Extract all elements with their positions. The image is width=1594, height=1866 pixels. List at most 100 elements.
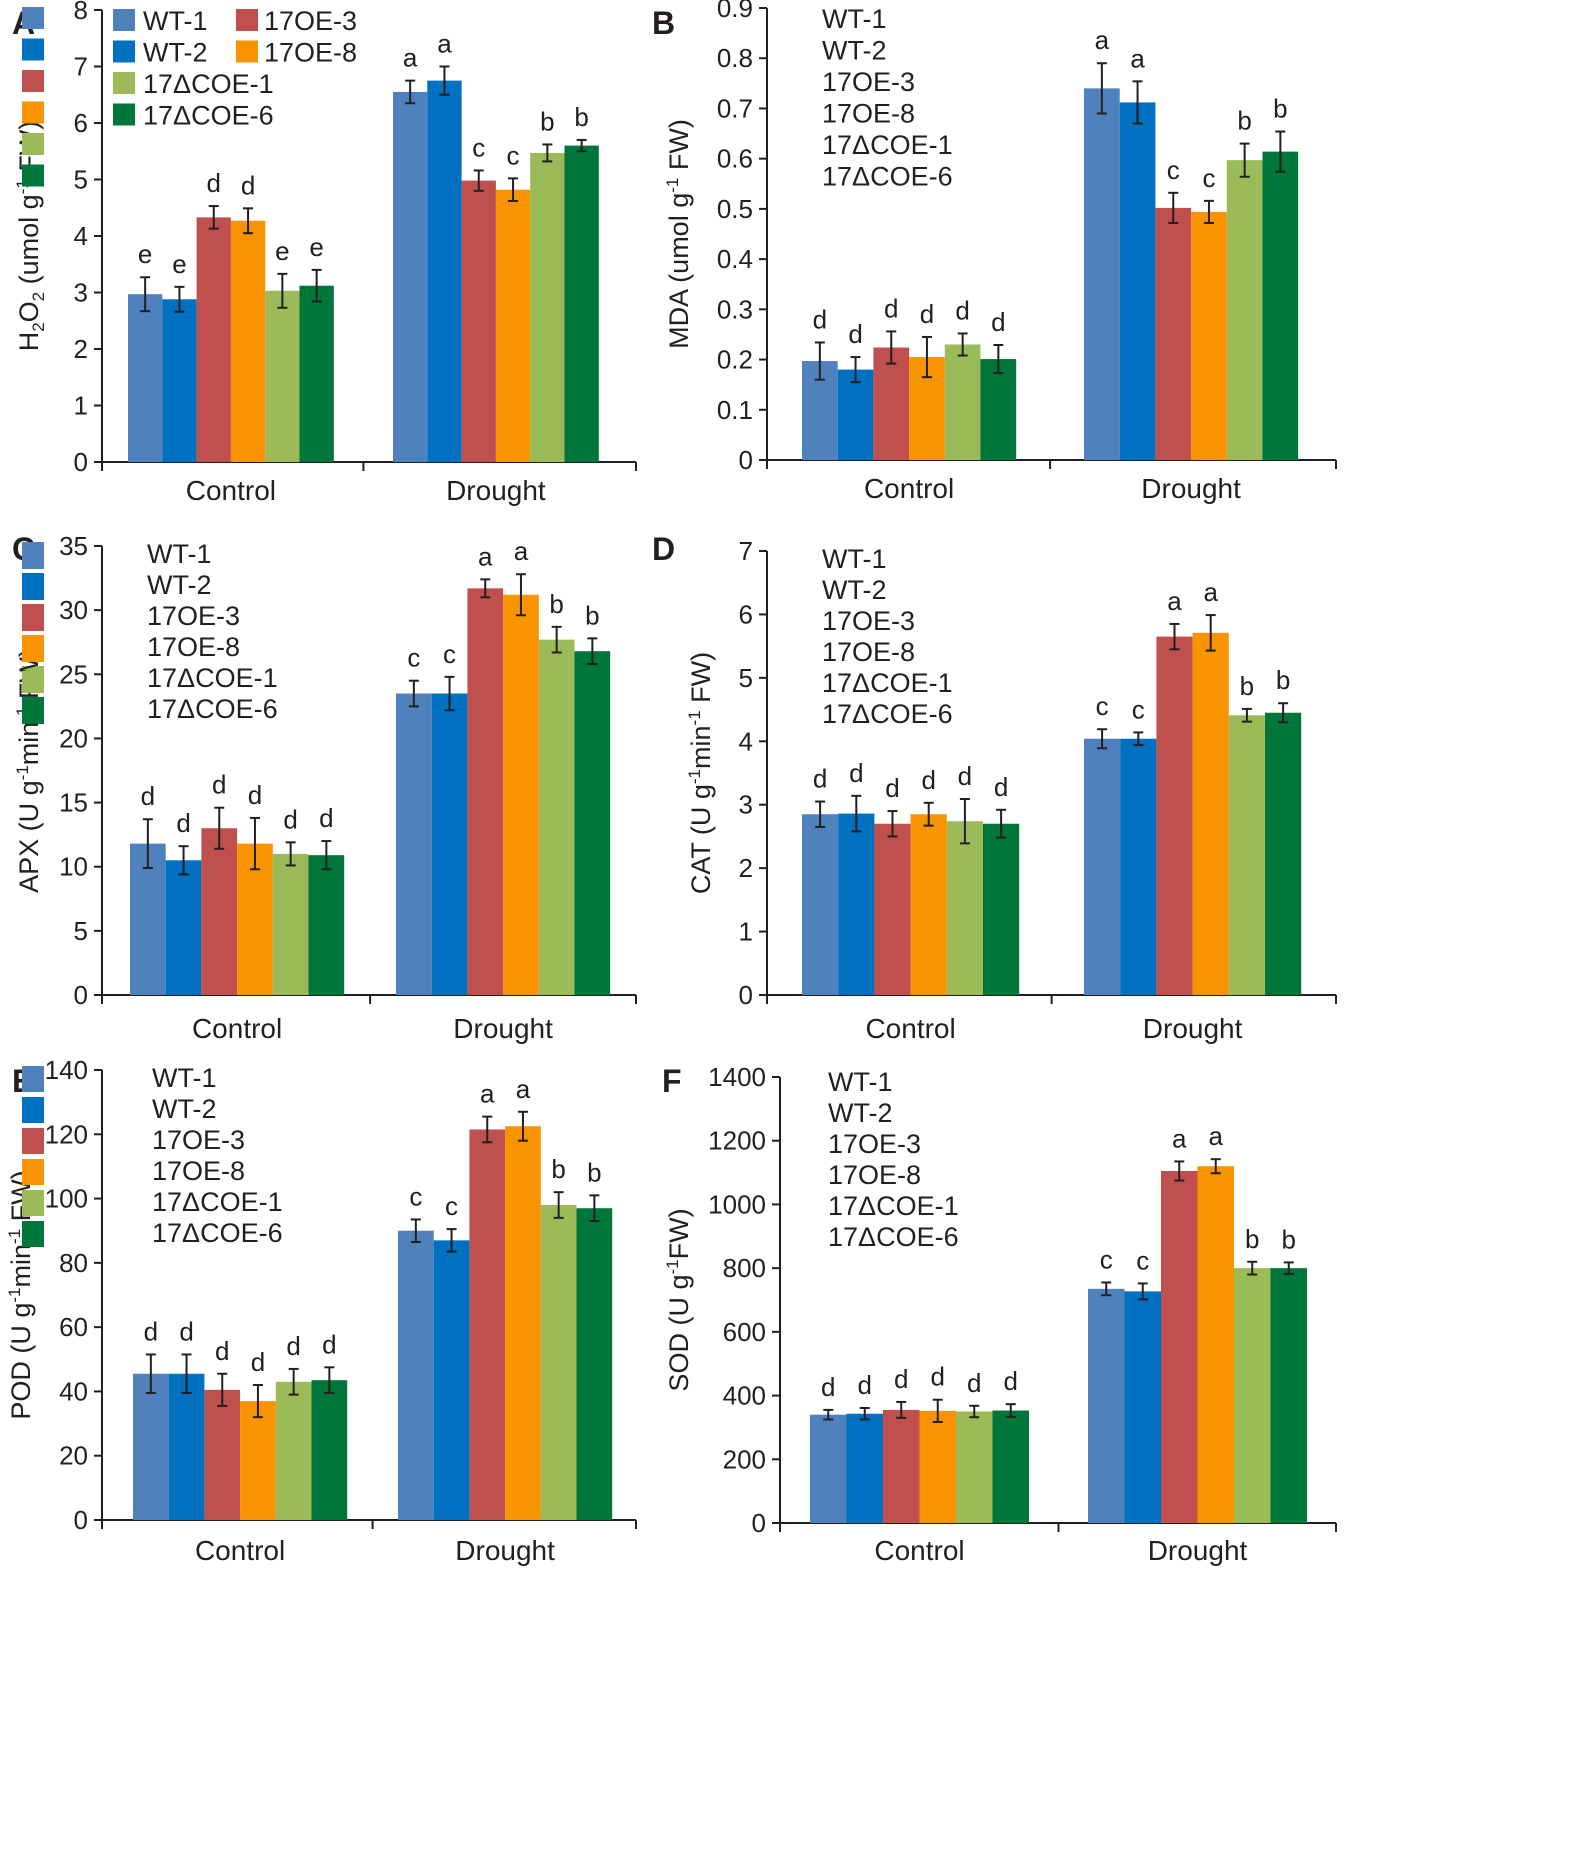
- y-tick-label: 2: [74, 334, 88, 364]
- legend-label-17deltacoe-6: 17ΔCOE-6: [143, 101, 274, 131]
- bar-wt-2-control: [162, 299, 197, 462]
- y-axis-title: H2O2 (umol g-1 FW): [13, 121, 48, 352]
- significance-letter: d: [215, 1336, 229, 1366]
- y-tick-label: 25: [59, 659, 88, 689]
- significance-letter: c: [409, 1181, 422, 1211]
- bar-17oe-3-drought: [461, 180, 496, 462]
- legend-swatch-wt-2: [113, 40, 135, 63]
- bar-17oe-3-drought: [467, 588, 504, 995]
- significance-letter: b: [574, 102, 588, 132]
- y-tick-label: 0: [74, 447, 88, 477]
- y-axis-title: CAT (U g-1min-1 FW): [685, 652, 716, 894]
- category-label-drought: Drought: [1148, 1535, 1248, 1566]
- legend-label-17deltacoe-6: 17ΔCOE-6: [152, 1218, 283, 1248]
- significance-letter: d: [251, 1347, 265, 1377]
- significance-letter: b: [585, 600, 599, 630]
- legend-swatch-wt-1: [22, 547, 44, 569]
- legend-label-17oe-3: 17OE-3: [264, 6, 357, 36]
- significance-letter: c: [1136, 1245, 1149, 1275]
- legend-label-17oe-8: 17OE-8: [152, 1156, 245, 1186]
- y-tick-label: 0.3: [717, 294, 753, 324]
- y-tick-label: 80: [59, 1248, 88, 1278]
- y-tick-label: 100: [45, 1184, 88, 1214]
- bar-17oe-3-control: [204, 1389, 241, 1520]
- significance-letter: d: [884, 293, 898, 323]
- y-tick-label: 0: [74, 1505, 88, 1535]
- y-tick-label: 40: [59, 1376, 88, 1406]
- legend-swatch-wt-2: [22, 578, 44, 600]
- legend-swatch-wt-2: [22, 1101, 44, 1123]
- significance-letter: c: [443, 639, 456, 669]
- y-tick-label: 0: [74, 980, 88, 1010]
- bar-17oe-8-control: [240, 1401, 276, 1520]
- category-label-control: Control: [864, 473, 954, 504]
- legend-label-17deltacoe-6: 17ΔCOE-6: [828, 1222, 959, 1252]
- bar-17deltacoe-1-drought: [1226, 160, 1263, 460]
- significance-letter: d: [212, 770, 226, 800]
- significance-letter: d: [283, 804, 297, 834]
- bar-17oe-8-control: [910, 814, 947, 995]
- bar-17deltacoe-1-control: [265, 290, 300, 462]
- significance-letter: b: [549, 589, 563, 619]
- legend-swatch-wt-2: [22, 38, 44, 61]
- bar-wt-2-drought: [433, 1240, 470, 1520]
- legend-swatch-17oe-3: [22, 609, 44, 631]
- legend-swatch-17deltacoe-6: [22, 702, 44, 724]
- legend-label-wt-1: WT-1: [147, 539, 212, 569]
- legend-label-17deltacoe-1: 17ΔCOE-1: [152, 1187, 283, 1217]
- significance-letter: a: [1167, 586, 1182, 616]
- legend-label-wt-1: WT-1: [143, 6, 208, 36]
- bar-17oe-8-control: [230, 220, 266, 462]
- y-tick-label: 0.7: [717, 93, 753, 123]
- significance-letter: d: [248, 780, 262, 810]
- y-tick-label: 8: [74, 0, 88, 25]
- y-tick-label: 35: [59, 531, 88, 561]
- legend-label-17oe-8: 17OE-8: [822, 637, 915, 667]
- significance-letter: c: [1096, 691, 1109, 721]
- y-tick-label: 5: [74, 165, 88, 195]
- bar-17oe-8-drought: [1197, 1166, 1234, 1523]
- bar-wt-1-drought: [396, 693, 432, 995]
- legend-swatch-17oe-3: [236, 9, 258, 31]
- bar-17deltacoe-6-drought: [1262, 151, 1299, 460]
- legend-label-wt-2: WT-2: [822, 36, 887, 66]
- significance-letter: d: [1004, 1366, 1018, 1396]
- bar-17deltacoe-6-drought: [1265, 712, 1302, 995]
- y-tick-label: 600: [723, 1317, 766, 1347]
- bar-wt-2-control: [168, 1373, 205, 1520]
- significance-letter: a: [1209, 1121, 1224, 1151]
- legend-label-wt-2: WT-2: [828, 1098, 893, 1128]
- legend-label-17deltacoe-1: 17ΔCOE-1: [822, 668, 953, 698]
- significance-letter: d: [319, 803, 333, 833]
- bar-17deltacoe-6-control: [311, 1380, 348, 1520]
- significance-letter: e: [275, 236, 289, 266]
- significance-letter: d: [858, 1370, 872, 1400]
- legend-swatch-17oe-3: [22, 70, 44, 92]
- bar-17deltacoe-6-control: [983, 823, 1020, 995]
- significance-letter: d: [821, 1372, 835, 1402]
- significance-letter: b: [1240, 671, 1254, 701]
- significance-letter: b: [540, 106, 554, 136]
- significance-letter: a: [514, 536, 529, 566]
- legend-label-wt-2: WT-2: [143, 38, 208, 68]
- y-tick-label: 0.4: [717, 244, 753, 274]
- chart-panel-e: E020406080100120140ControlDroughtdcdcdad…: [5, 1055, 637, 1566]
- significance-letter: d: [813, 764, 827, 794]
- legend-label-17oe-8: 17OE-8: [147, 632, 240, 662]
- category-label-drought: Drought: [455, 1535, 555, 1566]
- legend-swatch-17oe-8: [22, 1163, 44, 1185]
- bar-17oe-3-drought: [1156, 636, 1193, 995]
- legend-label-wt-1: WT-1: [828, 1067, 893, 1097]
- bar-17oe-3-drought: [1161, 1170, 1198, 1523]
- y-tick-label: 20: [59, 1441, 88, 1471]
- y-tick-label: 4: [74, 221, 88, 251]
- bar-wt-2-control: [165, 860, 202, 995]
- bar-wt-1-control: [133, 1373, 169, 1520]
- y-tick-label: 1400: [708, 1062, 766, 1092]
- category-label-control: Control: [195, 1535, 285, 1566]
- significance-letter: d: [849, 758, 863, 788]
- bar-17deltacoe-6-drought: [574, 651, 611, 995]
- legend-label-17deltacoe-1: 17ΔCOE-1: [147, 663, 278, 693]
- y-tick-label: 1000: [708, 1189, 766, 1219]
